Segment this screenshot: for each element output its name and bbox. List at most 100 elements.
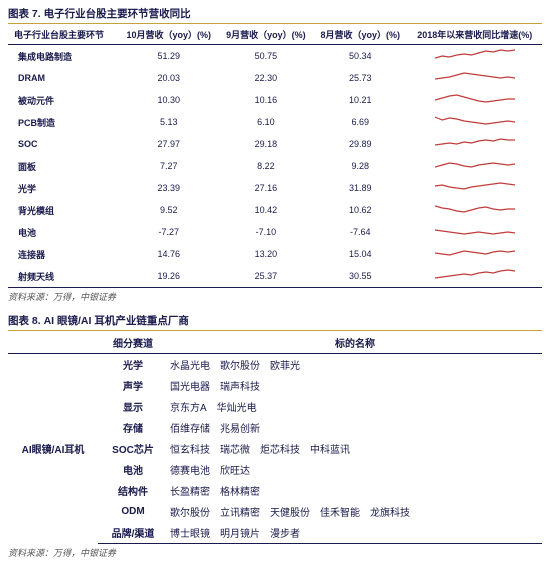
- target-name: 中科蓝讯: [310, 441, 350, 456]
- sparkline: [435, 48, 515, 62]
- table8-col-2: 标的名称: [168, 332, 542, 354]
- table7-block: 图表 7. 电子行业台股主要环节营收同比 电子行业台股主要环节10月营收（yoy…: [8, 6, 542, 303]
- target-name: 明月镜片: [220, 525, 260, 540]
- sparkline: [435, 180, 515, 194]
- sparkline-cell: [407, 89, 542, 111]
- row-label: 电池: [8, 221, 119, 243]
- target-name: 博士眼镜: [170, 525, 210, 540]
- cell-value: 10.21: [313, 89, 407, 111]
- row-label: 连接器: [8, 243, 119, 265]
- cell-value: -7.64: [313, 221, 407, 243]
- row-label: 背光模组: [8, 199, 119, 221]
- subtrack-cell: ODM: [98, 501, 168, 522]
- sparkline: [435, 224, 515, 238]
- table7-col-1: 10月营收（yoy）(%): [119, 25, 219, 45]
- sparkline: [435, 136, 515, 150]
- table-row: 光学23.3927.1631.89: [8, 177, 542, 199]
- table-row: 射频天线19.2625.3730.55: [8, 265, 542, 288]
- row-label: 射频天线: [8, 265, 119, 288]
- cell-value: 14.76: [119, 243, 219, 265]
- row-label: 光学: [8, 177, 119, 199]
- target-name: 歌尔股份: [220, 357, 260, 372]
- cell-value: 25.73: [313, 67, 407, 89]
- sparkline: [435, 70, 515, 84]
- target-name: 炬芯科技: [260, 441, 300, 456]
- table8: 细分赛道标的名称 AI眼镜/AI耳机光学水晶光电歌尔股份欧菲光声学国光电器瑞声科…: [8, 332, 542, 544]
- table7: 电子行业台股主要环节10月营收（yoy）(%)9月营收（yoy）(%)8月营收（…: [8, 25, 542, 288]
- sparkline: [435, 246, 515, 260]
- row-label: 面板: [8, 155, 119, 177]
- cell-value: 27.97: [119, 133, 219, 155]
- cell-value: 29.89: [313, 133, 407, 155]
- table8-source: 资料来源：万得，中银证券: [8, 546, 542, 559]
- cell-value: 5.13: [119, 111, 219, 133]
- table-row: 电池-7.27-7.10-7.64: [8, 221, 542, 243]
- sparkline-cell: [407, 45, 542, 68]
- target-name: 水晶光电: [170, 357, 210, 372]
- sparkline-cell: [407, 155, 542, 177]
- table-row: DRAM20.0322.3025.73: [8, 67, 542, 89]
- target-name: 华灿光电: [217, 399, 257, 414]
- cell-value: 10.16: [219, 89, 313, 111]
- cell-value: 25.37: [219, 265, 313, 288]
- row-label: PCB制造: [8, 111, 119, 133]
- target-name: 歌尔股份: [170, 504, 210, 519]
- target-name: 欣旺达: [220, 462, 250, 477]
- target-name: 德赛电池: [170, 462, 210, 477]
- row-label: 集成电路制造: [8, 45, 119, 68]
- cell-value: 10.42: [219, 199, 313, 221]
- sparkline-cell: [407, 199, 542, 221]
- sparkline-cell: [407, 265, 542, 288]
- cell-value: -7.27: [119, 221, 219, 243]
- sparkline: [435, 202, 515, 216]
- target-name: 佳禾智能: [320, 504, 360, 519]
- table-row: PCB制造5.136.106.69: [8, 111, 542, 133]
- cell-value: 50.75: [219, 45, 313, 68]
- cell-value: 10.62: [313, 199, 407, 221]
- table8-col-0: [8, 332, 98, 354]
- cell-value: 6.10: [219, 111, 313, 133]
- cell-value: 27.16: [219, 177, 313, 199]
- row-label: 被动元件: [8, 89, 119, 111]
- sparkline-cell: [407, 67, 542, 89]
- sparkline-cell: [407, 177, 542, 199]
- table-row: 背光模组9.5210.4210.62: [8, 199, 542, 221]
- cell-value: 7.27: [119, 155, 219, 177]
- subtrack-cell: 显示: [98, 396, 168, 417]
- table8-title: 图表 8. AI 眼镜/AI 耳机产业链重点厂商: [8, 313, 542, 331]
- cell-value: 19.26: [119, 265, 219, 288]
- cell-value: 20.03: [119, 67, 219, 89]
- cell-value: 10.30: [119, 89, 219, 111]
- table-row: 被动元件10.3010.1610.21: [8, 89, 542, 111]
- table7-col-0: 电子行业台股主要环节: [8, 25, 119, 45]
- cell-value: 23.39: [119, 177, 219, 199]
- table7-col-2: 9月营收（yoy）(%): [219, 25, 313, 45]
- targets-cell: 歌尔股份立讯精密天健股份佳禾智能龙旗科技: [168, 501, 542, 522]
- table7-col-3: 8月营收（yoy）(%): [313, 25, 407, 45]
- subtrack-cell: 品牌/渠道: [98, 522, 168, 544]
- targets-cell: 博士眼镜明月镜片漫步者: [168, 522, 542, 544]
- target-name: 格林精密: [220, 483, 260, 498]
- cell-value: 6.69: [313, 111, 407, 133]
- table7-title: 图表 7. 电子行业台股主要环节营收同比: [8, 6, 542, 24]
- table7-source: 资料来源：万得，中银证券: [8, 290, 542, 303]
- cell-value: 13.20: [219, 243, 313, 265]
- targets-cell: 国光电器瑞声科技: [168, 375, 542, 396]
- table-row: 连接器14.7613.2015.04: [8, 243, 542, 265]
- target-name: 长盈精密: [170, 483, 210, 498]
- sparkline: [435, 268, 515, 282]
- sparkline: [435, 158, 515, 172]
- target-name: 瑞声科技: [220, 378, 260, 393]
- target-name: 京东方A: [170, 399, 207, 414]
- targets-cell: 佰维存储兆易创新: [168, 417, 542, 438]
- row-label: SOC: [8, 133, 119, 155]
- sparkline-cell: [407, 243, 542, 265]
- target-name: 佰维存储: [170, 420, 210, 435]
- cell-value: 29.18: [219, 133, 313, 155]
- target-name: 立讯精密: [220, 504, 260, 519]
- sparkline: [435, 92, 515, 106]
- subtrack-cell: 光学: [98, 354, 168, 376]
- cell-value: -7.10: [219, 221, 313, 243]
- targets-cell: 水晶光电歌尔股份欧菲光: [168, 354, 542, 376]
- table-row: AI眼镜/AI耳机光学水晶光电歌尔股份欧菲光: [8, 354, 542, 376]
